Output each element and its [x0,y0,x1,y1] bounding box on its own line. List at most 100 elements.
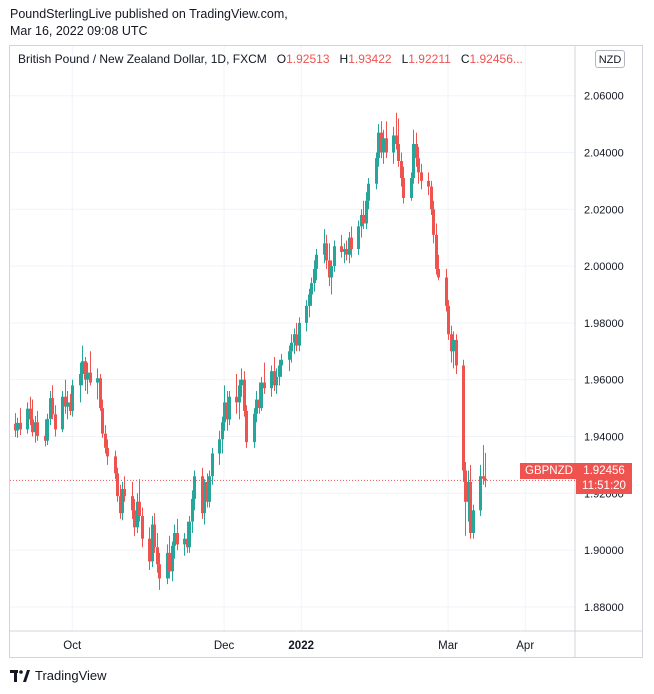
candle-body [392,135,395,153]
candle [191,490,194,534]
candle [367,178,370,210]
candle-body [71,385,74,411]
y-tick-label: 1.90000 [584,545,624,557]
tradingview-logo[interactable]: TradingView [10,668,107,683]
candle-body [81,361,84,374]
candle-body [29,408,32,420]
candle [44,419,47,447]
candle [380,121,383,159]
close-label: C [460,52,470,66]
y-tick-label: 1.94000 [584,431,624,443]
candle [221,416,224,454]
candle [273,356,276,392]
candle [305,300,308,332]
candle-body [245,410,248,443]
candle [34,416,37,443]
candle [99,373,102,411]
time-axis: Oct Dec 2022 Mar Apr [63,640,534,652]
candle-body [31,419,34,433]
candle [183,533,186,556]
candle-body [380,132,383,153]
candle-body [298,322,301,346]
candle [467,470,470,522]
candle [240,368,243,397]
candle [293,328,296,355]
candle-body [16,422,19,431]
candle-body [253,413,256,443]
candle [104,425,107,454]
chart-frame[interactable] [9,45,643,658]
candle [275,368,278,394]
candle [228,391,231,426]
candle-body [176,533,179,545]
candle [106,439,109,465]
candle [362,200,365,230]
candle [417,146,420,184]
candle-body [158,564,161,579]
candle [89,351,92,386]
candle [382,129,385,164]
currency-button[interactable]: NZD [595,50,625,68]
candle [472,504,475,539]
candle [61,391,64,433]
candle [350,226,353,258]
candle [400,152,403,187]
candle-body [315,254,318,269]
candle-body [191,498,194,522]
candle [201,467,204,519]
candle-body [99,378,102,409]
candle [345,240,348,261]
candle-body [330,266,333,278]
candle [223,385,226,431]
candle-body [203,481,206,514]
candle-body [106,447,109,457]
open-value: 1.92513 [286,52,330,66]
candle-body [54,414,57,430]
symbol-legend: British Pound / New Zealand Dollar, 1D, … [18,52,523,66]
candle-body [432,209,435,235]
candle-body [402,178,405,198]
candle-body [367,183,370,201]
candle-body [64,396,67,407]
bar-countdown-tag: 11:51:20 [576,478,632,494]
candle-body [226,402,229,420]
candle-body [273,371,276,386]
candle [31,399,34,437]
candle [452,331,455,369]
candle [450,325,453,363]
candle [348,232,351,264]
candle-body [450,334,453,352]
y-tick-label: 2.06000 [584,91,624,103]
y-tick-label: 2.00000 [584,261,624,273]
candle [69,393,72,416]
tradingview-icon [10,669,30,682]
candle-body [235,396,238,403]
candle-body [310,283,313,295]
candle-body [151,524,154,562]
candle [101,399,104,438]
candle-body [114,456,117,474]
candle [131,481,134,519]
candle [290,334,293,363]
high-value: 1.93422 [348,52,392,66]
candle [79,362,82,403]
candle-body [96,378,99,383]
candle-body [415,143,418,159]
candle-body [66,402,69,407]
candle [203,479,206,525]
candle-body [469,481,472,534]
candle [173,524,176,559]
candle [36,410,39,441]
candle [46,413,49,445]
candle-body [138,501,141,516]
candle-body [427,180,430,187]
candle [385,121,388,159]
candle [395,112,398,150]
last-price-tag: 1.92456 [576,463,632,479]
candle-body [201,476,204,514]
high-label: H [339,52,349,66]
candle-body [397,143,400,162]
candle [119,484,122,519]
low-value: 1.92211 [408,52,451,66]
